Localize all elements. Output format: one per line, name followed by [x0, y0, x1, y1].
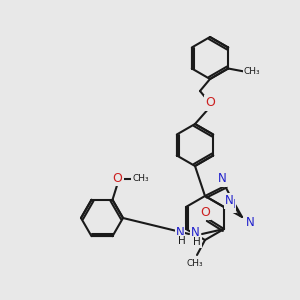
Text: N: N [176, 226, 184, 238]
Text: N: N [246, 215, 254, 229]
Text: CH₃: CH₃ [244, 67, 260, 76]
Text: H: H [178, 236, 186, 246]
Text: CH₃: CH₃ [187, 259, 203, 268]
Text: N: N [191, 226, 200, 239]
Text: O: O [112, 172, 122, 185]
Text: CH₃: CH₃ [132, 174, 149, 183]
Text: H: H [193, 237, 201, 247]
Text: N: N [225, 194, 233, 208]
Text: N: N [227, 199, 236, 212]
Text: O: O [205, 97, 215, 110]
Text: N: N [218, 172, 226, 185]
Text: O: O [200, 206, 210, 218]
